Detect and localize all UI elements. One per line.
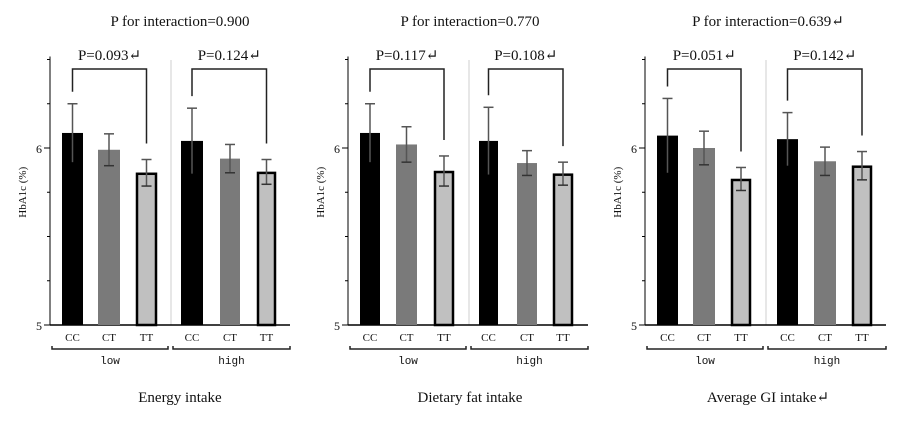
chart-panel-2: P for interaction=0.770 5 6 HbA1c (%) CC CT TT… [315, 14, 589, 406]
x-tick-label: CT [399, 332, 413, 344]
x-tick-label: CC [363, 332, 378, 344]
x-tick-label: TT [556, 332, 570, 344]
bar-low-tt [730, 178, 752, 327]
group-label-low: low [100, 356, 120, 368]
y-tick-label: 5 [36, 319, 42, 333]
bar-high-tt [851, 165, 873, 327]
x-tick-label: TT [437, 332, 451, 344]
p-value-label-high: P=0.124↵ [198, 48, 261, 64]
y-axis-label: HbA1c (%) [17, 166, 29, 217]
bar-high-cc [181, 140, 203, 325]
chart-panel-1: P for interaction=0.900 5 6 HbA1c (%) CC CT TT… [17, 14, 291, 406]
bar-low-cc [657, 135, 678, 325]
bar-high-tt [552, 173, 574, 327]
p-value-label-high: P=0.142↵ [793, 48, 856, 64]
y-tick-label: 6 [631, 142, 637, 156]
x-tick-label: CT [697, 332, 711, 344]
y-tick-label: 5 [631, 319, 637, 333]
p-value-label-low: P=0.051↵ [673, 48, 736, 64]
x-tick-label: CC [65, 332, 80, 344]
group-label-high: high [218, 356, 244, 368]
significance-bracket-low [71, 68, 148, 144]
x-tick-label: CT [818, 332, 832, 344]
p-value-label-high: P=0.108↵ [494, 48, 557, 64]
x-tick-label: CT [223, 332, 237, 344]
x-tick-label: CC [185, 332, 200, 344]
y-axis-label: HbA1c (%) [315, 166, 327, 217]
group-bracket-low [349, 346, 467, 350]
y-tick-label: 6 [334, 142, 340, 156]
chart-panel-3: P for interaction=0.639↵ 5 6 HbA1c (%) CC CT T… [612, 14, 887, 406]
bar-high-ct [814, 161, 836, 325]
panel-title: Dietary fat intake [418, 390, 523, 406]
x-tick-label: CC [780, 332, 795, 344]
bar-high-cc [479, 140, 498, 325]
panel-title: Average GI intake↵ [707, 390, 829, 406]
x-tick-label: CC [660, 332, 675, 344]
x-tick-label: TT [140, 332, 154, 344]
x-tick-label: CC [481, 332, 496, 344]
bar-low-cc [62, 132, 83, 325]
y-axis-label: HbA1c (%) [612, 166, 624, 217]
group-bracket-high [767, 346, 887, 350]
p-value-label-low: P=0.117↵ [376, 48, 439, 64]
group-label-low: low [695, 356, 715, 368]
bar-high-cc [777, 139, 798, 325]
group-bracket-high [172, 346, 291, 350]
x-tick-label: CT [520, 332, 534, 344]
bar-low-tt [135, 172, 158, 327]
bar-low-ct [98, 149, 120, 325]
bar-high-ct [517, 163, 537, 325]
significance-bracket-low [369, 68, 445, 140]
group-label-high: high [516, 356, 542, 368]
interaction-p-title: P for interaction=0.770 [400, 14, 539, 30]
y-tick-label: 6 [36, 142, 42, 156]
bar-low-ct [693, 148, 715, 325]
group-label-high: high [814, 356, 840, 368]
x-tick-label: TT [260, 332, 274, 344]
bar-high-ct [220, 158, 240, 325]
panel-title: Energy intake [138, 390, 222, 406]
significance-bracket-high [786, 68, 863, 136]
significance-bracket-high [191, 68, 268, 144]
x-tick-label: CT [102, 332, 116, 344]
group-bracket-low [646, 346, 764, 350]
interaction-p-title: P for interaction=0.639↵ [692, 14, 844, 30]
bar-high-tt [256, 171, 277, 327]
x-tick-label: TT [855, 332, 869, 344]
y-tick-label: 5 [334, 319, 340, 333]
significance-bracket-low [666, 68, 742, 152]
x-tick-label: TT [734, 332, 748, 344]
group-bracket-high [470, 346, 589, 350]
group-label-low: low [398, 356, 418, 368]
p-value-label-low: P=0.093↵ [78, 48, 141, 64]
interaction-p-title: P for interaction=0.900 [110, 14, 249, 30]
bar-low-ct [396, 144, 417, 325]
bar-low-cc [360, 132, 380, 325]
bar-low-tt [433, 170, 455, 327]
significance-bracket-high [487, 68, 564, 147]
group-bracket-low [51, 346, 169, 350]
